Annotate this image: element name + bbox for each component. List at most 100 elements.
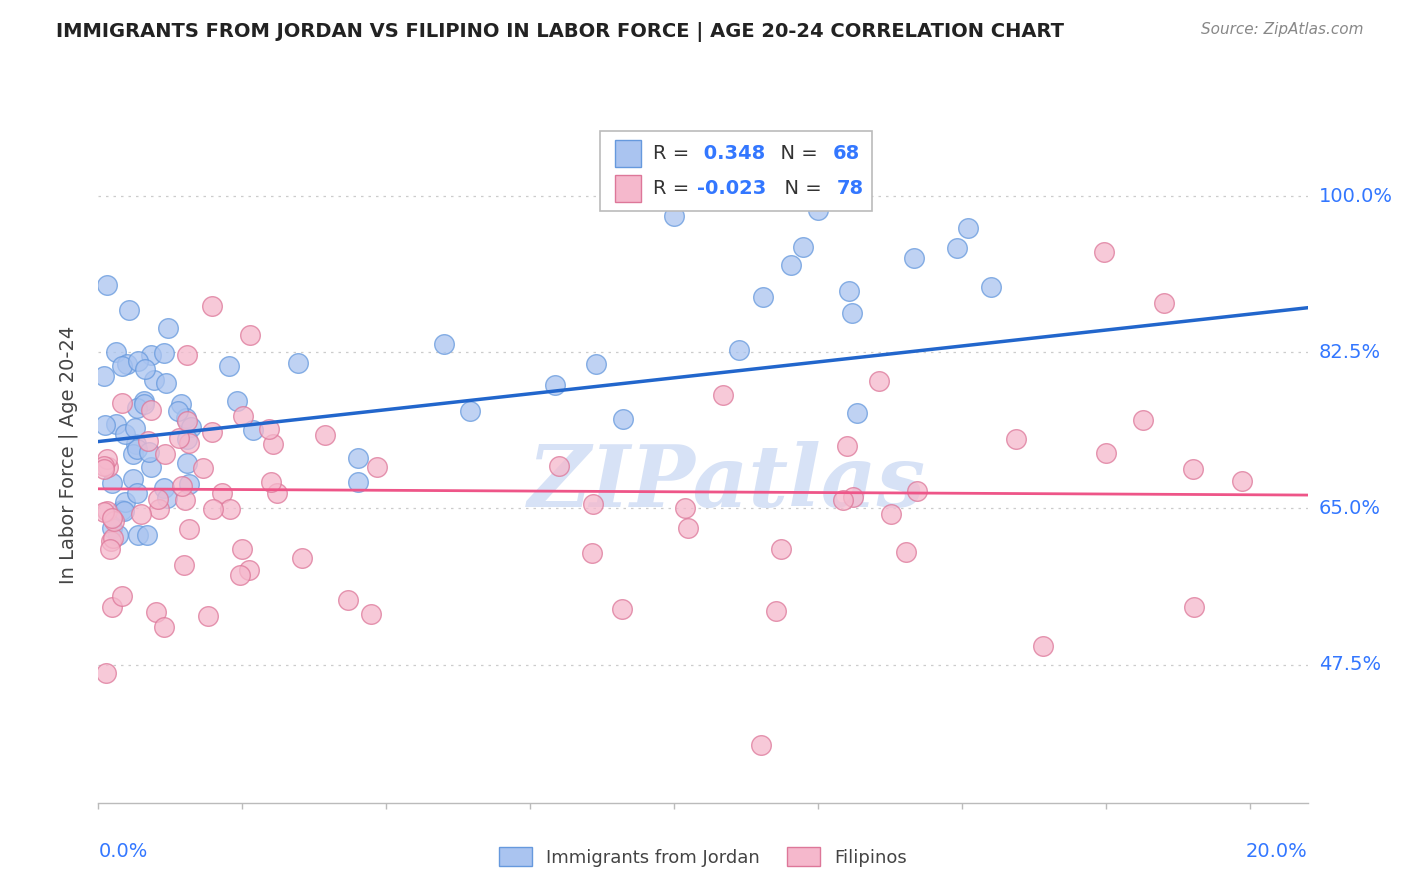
Point [114,495,136,509]
Point [612,412,634,426]
Point [770,541,793,556]
Point [139,460,162,475]
Point [153,346,176,360]
Point [1132,412,1154,426]
Point [125,436,148,450]
Point [139,347,162,361]
Point [94,666,117,681]
Text: Source: ZipAtlas.com: Source: ZipAtlas.com [1201,22,1364,37]
Point [1032,639,1054,653]
Point [728,343,751,357]
Point [752,290,775,304]
Point [201,502,224,516]
Point [138,445,160,459]
Point [676,521,699,535]
Point [749,738,772,752]
Point [433,337,456,351]
Point [581,546,603,560]
Point [177,477,200,491]
Point [124,421,146,435]
Text: 78: 78 [837,179,865,198]
Point [93,505,115,519]
Point [262,436,284,450]
Point [93,462,115,476]
Point [174,411,197,425]
Point [218,501,240,516]
Point [129,508,152,522]
Text: 65.0%: 65.0% [1319,499,1381,518]
Point [111,589,134,603]
Point [117,357,139,371]
Point [957,221,980,235]
Point [841,305,863,319]
Point [201,425,224,440]
Text: N =: N = [772,179,828,198]
Point [97,460,120,475]
Point [173,558,195,572]
Point [846,407,869,421]
Point [1092,245,1115,260]
Point [118,303,141,318]
Point [582,497,605,511]
Point [142,373,165,387]
Point [314,428,336,442]
Point [765,604,787,618]
Text: IMMIGRANTS FROM JORDAN VS FILIPINO IN LABOR FORCE | AGE 20-24 CORRELATION CHART: IMMIGRANTS FROM JORDAN VS FILIPINO IN LA… [56,22,1064,42]
Text: ZIPatlas: ZIPatlas [529,441,927,524]
Point [152,481,174,495]
Point [266,485,288,500]
Point [176,456,198,470]
Point [176,432,198,446]
Point [111,359,134,373]
Point [832,493,855,508]
Text: -0.023: -0.023 [697,179,766,198]
Point [101,476,124,491]
Point [101,510,124,524]
Point [980,280,1002,294]
Point [169,431,191,445]
Point [229,568,252,582]
Text: 0.0%: 0.0% [98,842,148,861]
Point [946,241,969,255]
Point [226,393,249,408]
FancyBboxPatch shape [600,131,872,211]
Text: N =: N = [768,145,824,163]
Point [98,541,121,556]
Point [197,609,219,624]
Point [127,354,149,368]
Point [548,458,571,473]
Point [132,397,155,411]
Point [156,491,179,505]
Point [134,361,156,376]
Text: 100.0%: 100.0% [1319,186,1393,206]
Point [173,492,195,507]
Point [176,414,198,428]
Point [148,491,170,506]
Point [218,359,240,373]
Point [458,403,481,417]
Point [585,357,607,371]
Point [153,448,176,462]
Y-axis label: In Labor Force | Age 20-24: In Labor Force | Age 20-24 [58,326,77,584]
Point [101,531,124,545]
Point [907,483,929,498]
Legend: Immigrants from Jordan, Filipinos: Immigrants from Jordan, Filipinos [492,840,914,874]
Point [1005,432,1028,446]
Point [838,284,860,298]
Point [105,417,128,432]
Point [170,396,193,410]
Point [238,563,260,577]
Point [903,251,925,265]
Point [291,550,314,565]
Bar [614,140,641,167]
Point [114,426,136,441]
Point [711,388,734,402]
Point [176,348,198,362]
Point [842,491,865,505]
Point [239,327,262,342]
Point [259,422,281,436]
Point [260,475,283,490]
Point [336,593,359,607]
Point [1182,599,1205,614]
Point [135,528,157,542]
